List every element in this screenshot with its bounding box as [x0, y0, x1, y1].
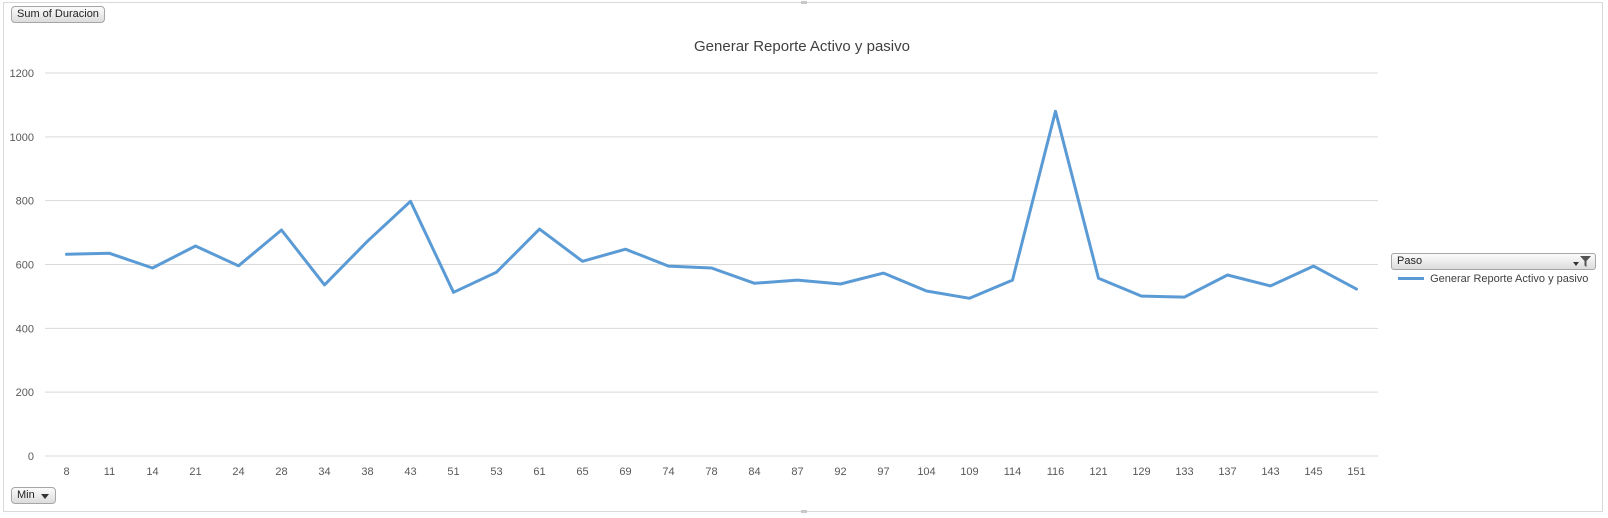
x-tick-label: 38 [361, 466, 373, 478]
y-axis: 0 200 400 600 800 1000 1200 [10, 68, 34, 463]
x-tick-label: 53 [490, 466, 502, 478]
x-tick-label: 24 [232, 466, 244, 478]
data-point[interactable] [1181, 293, 1189, 301]
data-point[interactable] [1052, 107, 1060, 115]
data-point[interactable] [837, 280, 845, 288]
x-tick-label: 143 [1261, 466, 1279, 478]
data-point[interactable] [665, 262, 673, 270]
x-tick-label: 78 [705, 466, 717, 478]
x-tick-label: 28 [275, 466, 287, 478]
data-point[interactable] [63, 250, 71, 258]
data-point[interactable] [923, 287, 931, 295]
data-point[interactable] [321, 281, 329, 289]
data-point[interactable] [1267, 282, 1275, 290]
y-tick-label: 0 [28, 451, 34, 463]
data-point[interactable] [106, 249, 114, 257]
series-group [63, 107, 1361, 302]
x-tick-label: 104 [917, 466, 935, 478]
x-tick-label: 133 [1175, 466, 1193, 478]
data-point[interactable] [1353, 285, 1361, 293]
x-tick-label: 114 [1004, 466, 1022, 478]
legend: Generar Reporte Activo y pasivo [1398, 273, 1588, 285]
value-field-label: Sum of Duracion [17, 8, 99, 20]
y-tick-label: 400 [16, 323, 34, 335]
data-point[interactable] [493, 268, 501, 276]
data-point[interactable] [622, 245, 630, 253]
legend-entry-label: Generar Reporte Activo y pasivo [1430, 273, 1589, 285]
resize-handle-top[interactable] [801, 1, 807, 4]
legend-swatch [1398, 276, 1424, 280]
data-point[interactable] [1310, 262, 1318, 270]
x-tick-label: 145 [1304, 466, 1322, 478]
data-point[interactable] [1138, 292, 1146, 300]
x-tick-label: 129 [1132, 466, 1150, 478]
x-tick-label: 51 [447, 466, 459, 478]
data-point[interactable] [966, 294, 974, 302]
data-point[interactable] [364, 237, 372, 245]
x-tick-label: 11 [104, 466, 115, 478]
gridlines [45, 72, 1378, 457]
filter-icon [1580, 256, 1591, 267]
y-tick-label: 800 [16, 196, 34, 208]
data-point[interactable] [751, 279, 759, 287]
data-point[interactable] [407, 197, 415, 205]
data-point[interactable] [880, 269, 888, 277]
data-point[interactable] [708, 264, 716, 272]
y-tick-label: 1200 [10, 68, 34, 80]
data-point[interactable] [192, 242, 200, 250]
x-tick-label: 69 [619, 466, 631, 478]
data-point[interactable] [1009, 276, 1017, 284]
x-tick-label: 97 [877, 466, 889, 478]
data-point[interactable] [235, 262, 243, 270]
data-point[interactable] [794, 276, 802, 284]
data-point[interactable] [149, 264, 157, 272]
data-point[interactable] [450, 288, 458, 296]
data-point[interactable] [579, 257, 587, 265]
x-tick-label: 109 [960, 466, 978, 478]
chart-title: Generar Reporte Activo y pasivo [694, 38, 910, 55]
x-tick-label: 137 [1218, 466, 1236, 478]
y-tick-label: 600 [16, 260, 34, 272]
chevron-down-icon [41, 494, 49, 499]
x-tick-label: 65 [576, 466, 588, 478]
axis-field-label: Min [17, 489, 35, 501]
chart-area [3, 1, 1603, 513]
x-tick-label: 8 [63, 466, 69, 478]
x-tick-label: 84 [748, 466, 760, 478]
x-tick-label: 87 [791, 466, 803, 478]
data-point[interactable] [278, 226, 286, 234]
x-tick-label: 34 [318, 466, 330, 478]
x-tick-label: 74 [662, 466, 674, 478]
legend-field-button[interactable]: Paso [1391, 253, 1596, 270]
data-point[interactable] [1224, 271, 1232, 279]
x-tick-label: 21 [189, 466, 201, 478]
resize-handle-bottom[interactable] [801, 510, 807, 513]
x-tick-label: 43 [404, 466, 416, 478]
series-line[interactable] [65, 109, 1358, 300]
x-tick-label: 121 [1089, 466, 1107, 478]
x-tick-label: 92 [834, 466, 846, 478]
x-tick-label: 116 [1047, 466, 1065, 478]
x-tick-label: 151 [1347, 466, 1365, 478]
y-tick-label: 200 [16, 387, 34, 399]
y-tick-label: 1000 [10, 132, 34, 144]
chevron-down-icon [1573, 262, 1579, 266]
value-field-button[interactable]: Sum of Duracion [11, 6, 105, 23]
x-axis: 8 11 14 21 24 28 34 38 43 51 53 61 65 69 74 78 84 87 92 97 1… [63, 466, 1365, 478]
x-tick-label: 14 [146, 466, 158, 478]
data-point[interactable] [1095, 274, 1103, 282]
x-tick-label: 61 [533, 466, 545, 478]
axis-field-button[interactable]: Min [11, 487, 56, 504]
data-point[interactable] [536, 225, 544, 233]
legend-field-label: Paso [1397, 255, 1423, 267]
